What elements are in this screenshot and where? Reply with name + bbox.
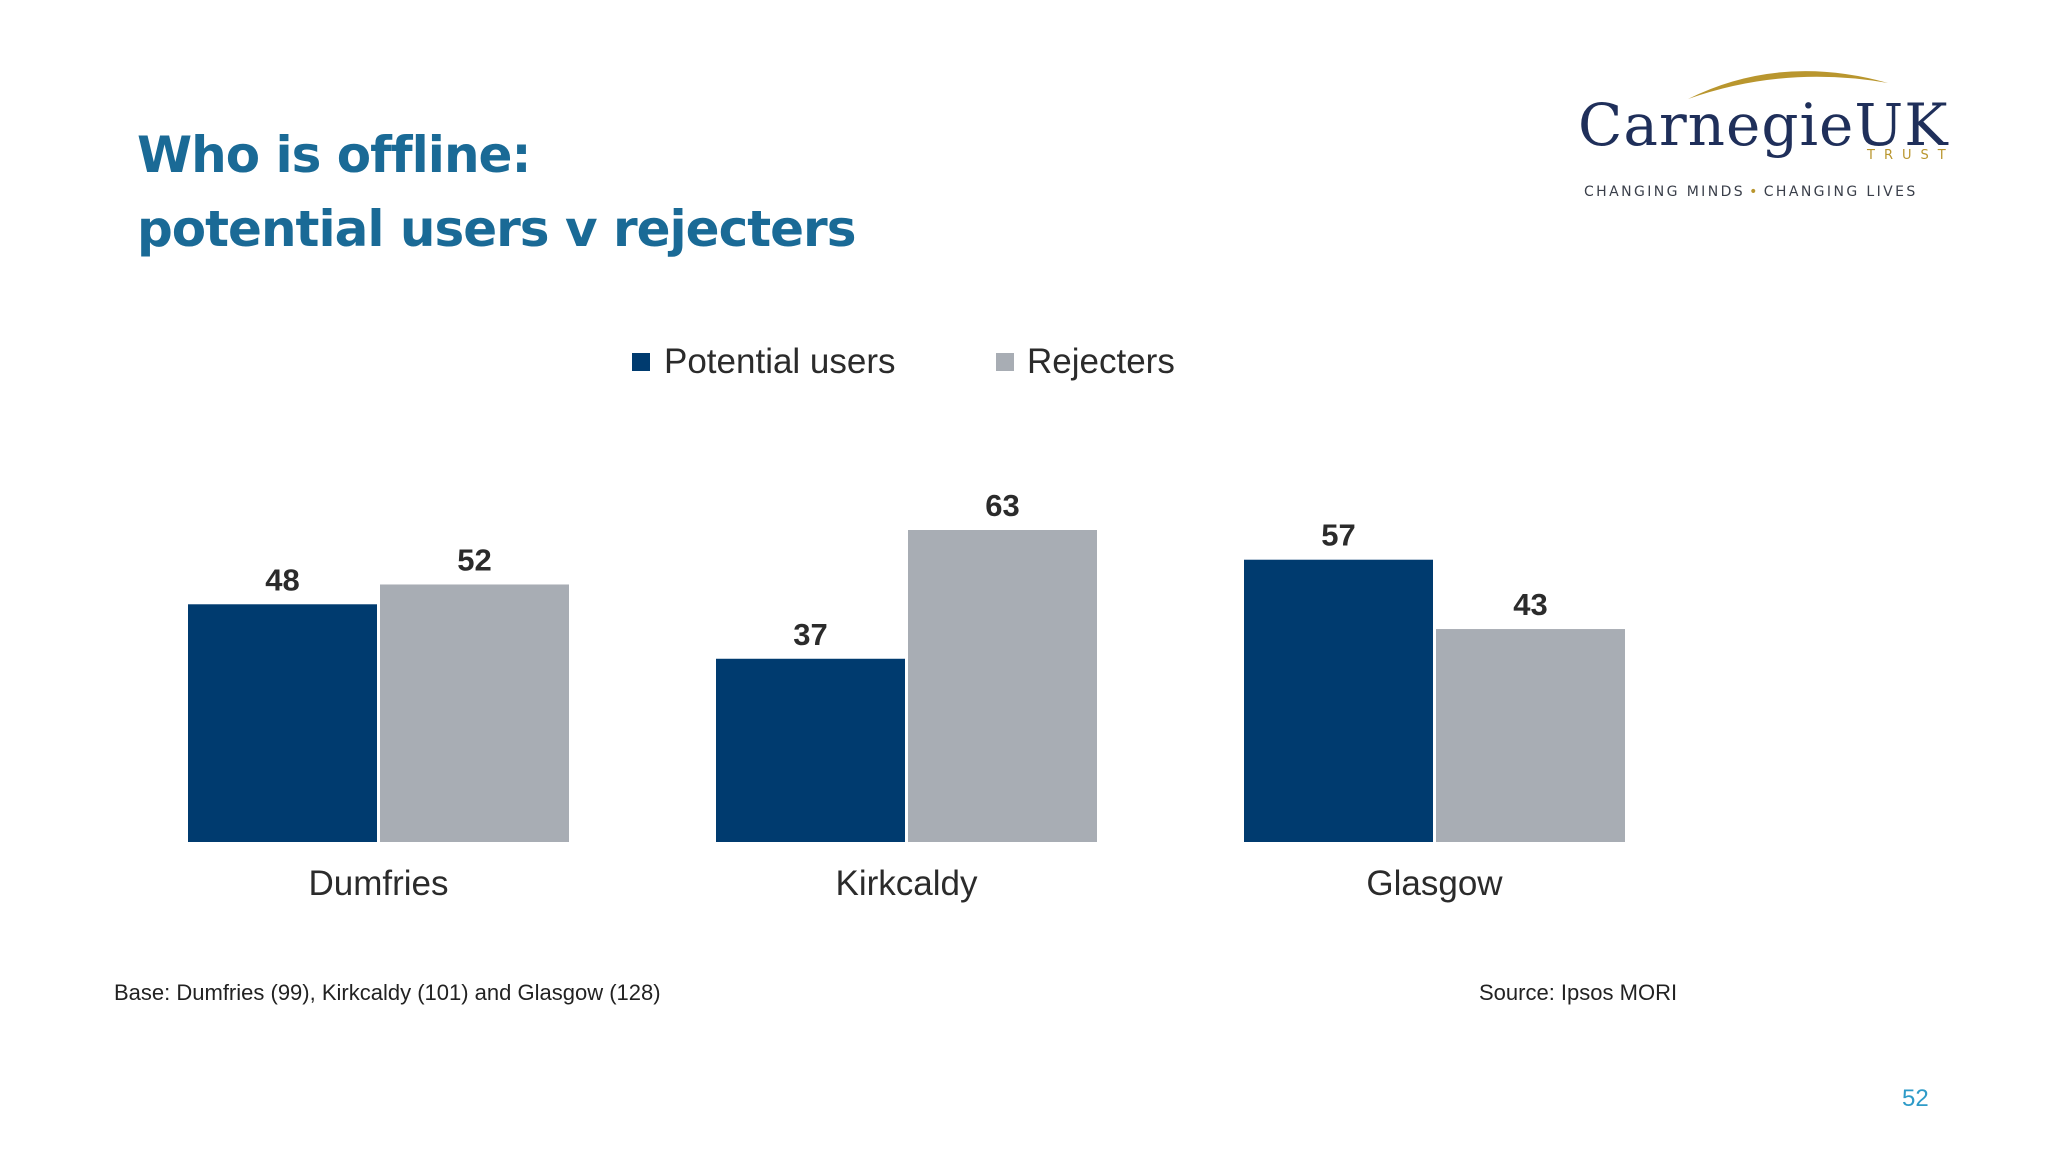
data-label-dumfries-potential-users: 48 (265, 562, 299, 597)
logo-name: CarnegieUK (1578, 91, 1949, 159)
base-footnote: Base: Dumfries (99), Kirkcaldy (101) and… (114, 980, 661, 1005)
logo-tagline-right: CHANGING LIVES (1763, 184, 1918, 200)
data-label-kirkcaldy-potential-users: 37 (793, 617, 827, 652)
category-label-glasgow: Glasgow (1366, 864, 1503, 903)
logo-trust: TRUST (1867, 148, 1955, 163)
tagline-separator-icon: • (1749, 184, 1760, 200)
data-label-glasgow-rejecters: 43 (1513, 587, 1547, 622)
page-number: 52 (1902, 1085, 1929, 1112)
category-label-kirkcaldy: Kirkcaldy (836, 864, 978, 903)
logo-tagline-left: CHANGING MINDS (1584, 184, 1746, 200)
source-footnote: Source: Ipsos MORI (1479, 980, 1678, 1005)
data-label-kirkcaldy-rejecters: 63 (985, 488, 1019, 523)
data-label-dumfries-rejecters: 52 (457, 542, 491, 577)
bar-kirkcaldy-potential-users (716, 658, 905, 842)
data-label-glasgow-potential-users: 57 (1321, 518, 1355, 553)
legend-label-rejecters: Rejecters (1027, 342, 1175, 381)
bar-kirkcaldy-rejecters (908, 530, 1097, 842)
legend-label-potential-users: Potential users (664, 342, 896, 381)
legend-swatch-rejecters (996, 353, 1014, 371)
category-label-dumfries: Dumfries (308, 864, 448, 903)
bar-dumfries-rejecters (380, 584, 569, 842)
slide-title-line-1: Who is offline: (137, 126, 531, 184)
bar-glasgow-rejecters (1436, 629, 1625, 842)
slide-title: Who is offline: potential users v reject… (137, 118, 856, 266)
logo-tagline: CHANGING MINDS • CHANGING LIVES (1584, 184, 1918, 200)
logo-swoosh-icon (1688, 71, 1888, 99)
slide-title-line-2: potential users v rejecters (137, 200, 856, 258)
legend-swatch-potential-users (632, 353, 650, 371)
carnegie-uk-logo: CarnegieUK TRUST CHANGING MINDS • CHANGING… (1570, 55, 1970, 215)
bar-dumfries-potential-users (188, 604, 377, 842)
bar-glasgow-potential-users (1244, 559, 1433, 842)
